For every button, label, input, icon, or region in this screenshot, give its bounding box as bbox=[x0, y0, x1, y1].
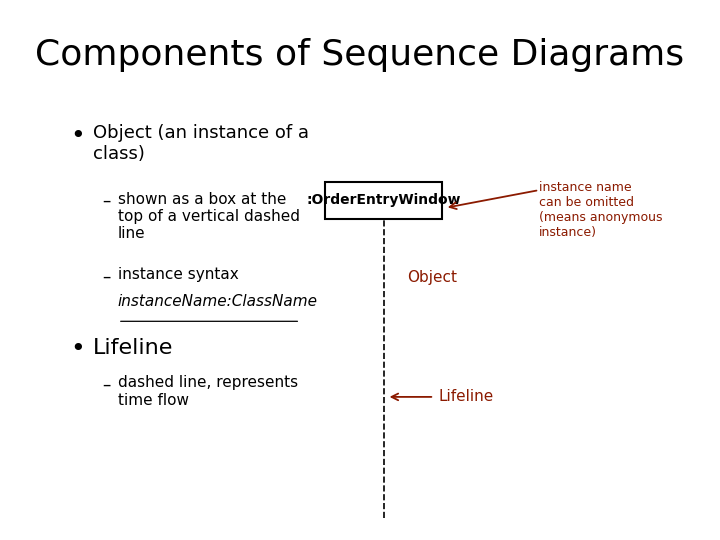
Text: instanceName:ClassName: instanceName:ClassName bbox=[118, 294, 318, 309]
Text: •: • bbox=[71, 338, 86, 361]
Text: –: – bbox=[102, 192, 111, 210]
Text: –: – bbox=[102, 375, 111, 393]
FancyBboxPatch shape bbox=[325, 182, 442, 219]
Text: :OrderEntryWindow: :OrderEntryWindow bbox=[306, 193, 461, 207]
Text: –: – bbox=[102, 267, 111, 285]
Text: shown as a box at the
top of a vertical dashed
line: shown as a box at the top of a vertical … bbox=[118, 192, 300, 241]
Text: Object: Object bbox=[408, 270, 457, 285]
Text: Lifeline: Lifeline bbox=[93, 338, 173, 357]
Text: instance name
can be omitted
(means anonymous
instance): instance name can be omitted (means anon… bbox=[539, 181, 662, 239]
Text: Lifeline: Lifeline bbox=[438, 389, 494, 404]
Text: instance syntax: instance syntax bbox=[118, 267, 238, 282]
Text: Object (an instance of a
class): Object (an instance of a class) bbox=[93, 124, 309, 163]
Text: dashed line, represents
time flow: dashed line, represents time flow bbox=[118, 375, 298, 408]
Text: •: • bbox=[71, 124, 86, 148]
Text: Components of Sequence Diagrams: Components of Sequence Diagrams bbox=[35, 38, 685, 72]
